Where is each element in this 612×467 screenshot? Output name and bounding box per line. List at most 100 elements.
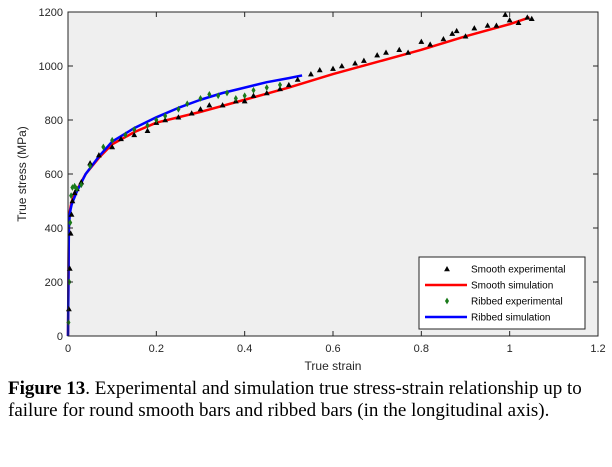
smooth-experimental-point	[197, 106, 204, 112]
legend-smooth-simulation-label: Smooth simulation	[471, 281, 553, 292]
ribbed-experimental-point	[198, 95, 203, 102]
smooth-experimental-point	[71, 189, 78, 196]
x-axis-label: True strain	[305, 359, 362, 373]
ribbed-experimental-point	[123, 131, 128, 139]
y-tick-label: 0	[57, 331, 63, 343]
x-tick-label: 1	[507, 343, 513, 355]
smooth-experimental-point	[440, 35, 447, 42]
ribbed-experimental-point	[277, 81, 283, 89]
smooth-experimental-point	[515, 19, 522, 26]
smooth-experimental-point	[68, 211, 75, 217]
smooth-experimental-point	[330, 65, 336, 71]
smooth-experimental-point	[109, 143, 116, 150]
ribbed-experimental-point	[163, 112, 168, 120]
smooth-experimental-point	[118, 135, 124, 142]
smooth-experimental-point	[144, 127, 151, 134]
caption-label: Figure 13	[8, 378, 86, 399]
y-tick-label: 1000	[39, 61, 63, 73]
smooth-experimental-point	[175, 114, 182, 120]
ribbed-experimental-point	[110, 136, 115, 144]
ribbed-experimental-point	[224, 89, 230, 97]
ribbed-experimental-point	[264, 84, 269, 91]
smooth-experimental-point	[66, 265, 73, 271]
smooth-experimental-point	[308, 71, 314, 77]
caption-text: . Experimental and simulation true stres…	[8, 378, 582, 421]
smooth-experimental-point	[502, 11, 509, 17]
x-tick-label: 0.4	[237, 343, 252, 355]
smooth-experimental-point	[484, 22, 491, 28]
legend-ribbed-experimental-swatch	[444, 297, 450, 305]
smooth-experimental-point	[506, 17, 513, 23]
ribbed-experimental-point	[132, 126, 137, 133]
smooth-experimental-point	[219, 102, 226, 108]
smooth-experimental-point	[131, 131, 138, 138]
smooth-experimental-point	[405, 49, 411, 55]
x-tick-label: 0	[65, 343, 71, 355]
smooth-experimental-point	[449, 30, 456, 36]
figure-caption: Figure 13. Experimental and simulation t…	[8, 378, 608, 422]
smooth-experimental-point	[396, 46, 403, 53]
smooth-experimental-point	[241, 98, 248, 104]
smooth-experimental-point	[493, 22, 500, 28]
ribbed-experimental-point	[68, 219, 73, 226]
smooth-experimental-point	[383, 49, 389, 55]
smooth-experimental-point	[524, 14, 531, 20]
smooth-experimental-point	[250, 92, 257, 98]
ribbed-experimental-point	[69, 192, 74, 199]
ribbed-experimental-point	[88, 162, 93, 170]
smooth-experimental-point	[462, 33, 469, 39]
smooth-experimental-point	[277, 85, 283, 92]
ribbed-experimental-point	[242, 92, 247, 100]
smooth-experimental-point	[427, 41, 434, 47]
smooth-experimental-point	[96, 152, 102, 158]
smooth-experimental-point	[206, 102, 213, 108]
ribbed-experimental-point	[185, 100, 190, 108]
smooth-experimental-point	[316, 67, 323, 73]
x-tick-label: 1.2	[590, 343, 605, 355]
smooth-experimental-point	[188, 110, 195, 116]
smooth-experimental-point	[69, 197, 76, 204]
ribbed-experimental-point	[216, 92, 221, 100]
y-tick-label: 400	[45, 223, 63, 235]
ribbed-experimental-point	[79, 181, 84, 189]
ribbed-experimental-point	[101, 143, 106, 151]
legend: Smooth experimental Smooth simulation Ribb…	[418, 256, 586, 330]
smooth-experimental-point	[263, 89, 270, 96]
y-tick-label: 1200	[39, 7, 63, 19]
ribbed-experimental-point	[176, 105, 181, 113]
smooth-experimental-point	[294, 76, 301, 82]
y-axis-label: True stress (MPa)	[15, 126, 29, 222]
chart-marks	[65, 11, 535, 337]
smooth-experimental-point	[453, 27, 460, 34]
x-tick-label: 0.8	[414, 343, 429, 355]
ribbed-experimental-point	[72, 182, 77, 190]
legend-ribbed-simulation-label: Ribbed simulation	[471, 313, 551, 324]
ribbed-experimental-point	[145, 122, 150, 129]
ribbed-experimental-point	[233, 95, 238, 102]
axis-ticks: 0 0.2 0.4 0.6 0.8 1 1.2 0 200 400 600 800 1000 1200	[39, 7, 606, 355]
smooth-experimental-point	[374, 52, 381, 58]
smooth-experimental-point	[285, 81, 292, 88]
legend-smooth-experimental-label: Smooth experimental	[471, 265, 566, 276]
ribbed-experimental-point	[207, 90, 212, 98]
x-tick-label: 0.2	[149, 343, 164, 355]
y-tick-label: 600	[45, 169, 63, 181]
smooth-experimental-point	[162, 116, 169, 123]
y-tick-label: 800	[45, 115, 63, 127]
chart: 0 0.2 0.4 0.6 0.8 1 1.2 0 200 400 600 800 1000 1200 T…	[15, 7, 606, 373]
ribbed-experimental-point	[251, 86, 256, 94]
ribbed-experimental-point	[154, 116, 159, 124]
x-tick-label: 0.6	[325, 343, 340, 355]
smooth-experimental-point	[361, 57, 367, 63]
legend-smooth-experimental-swatch	[444, 265, 450, 272]
smooth-experimental-point	[338, 62, 345, 69]
y-tick-label: 200	[45, 277, 63, 289]
smooth-experimental-point	[528, 15, 535, 21]
ribbed-experimental-point	[74, 185, 79, 193]
smooth-experimental-point	[418, 38, 425, 44]
smooth-experimental-point	[471, 25, 478, 31]
legend-ribbed-experimental-label: Ribbed experimental	[471, 297, 563, 308]
smooth-experimental-point	[67, 230, 74, 236]
smooth-experimental-point	[352, 60, 358, 66]
